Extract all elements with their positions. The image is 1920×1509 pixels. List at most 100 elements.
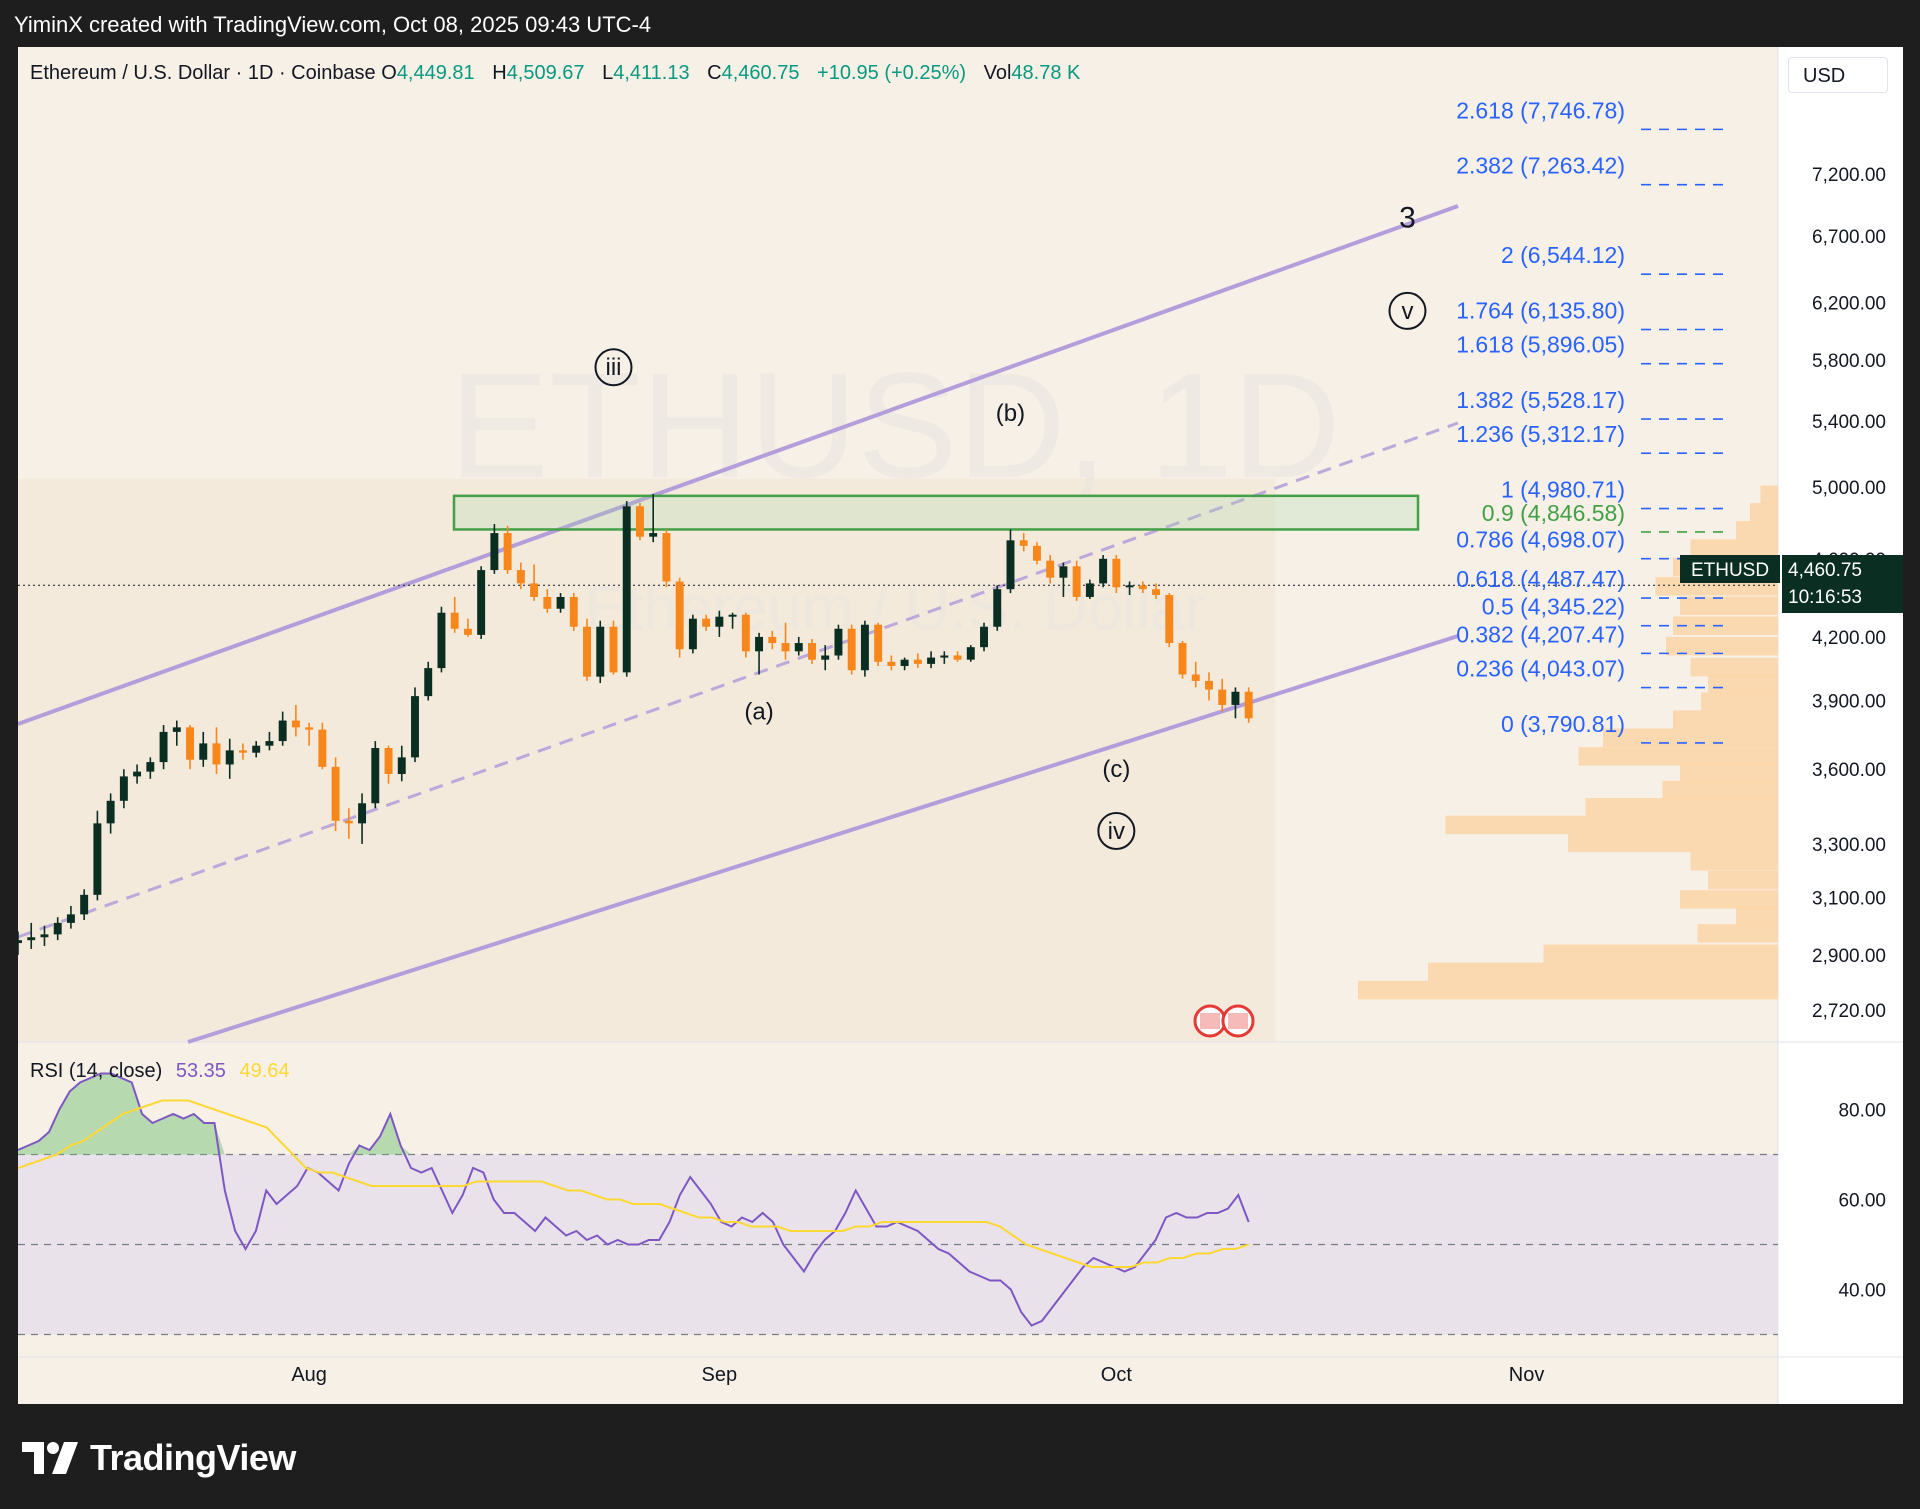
candle-body <box>463 628 472 635</box>
rsi-value: 53.35 <box>175 1060 226 1082</box>
candle-body <box>675 581 684 650</box>
time-axis-label: Sep <box>702 1364 738 1386</box>
axis-background <box>1778 47 1903 1404</box>
chart-frame[interactable]: 7,200.00 6,700.00 6,200.00 5,800.00 5,400.00… <box>18 47 1903 1404</box>
event-flags[interactable] <box>1193 1004 1255 1038</box>
volume-profile-bar <box>1697 924 1778 943</box>
wave-label: (c) <box>1102 756 1130 783</box>
candle-body <box>1152 589 1161 596</box>
symbol-title[interactable]: Ethereum / U.S. Dollar · 1D · Coinbase <box>30 62 376 84</box>
candle-body <box>40 934 49 938</box>
wave-label: (a) <box>744 699 773 726</box>
candle-body <box>1046 560 1055 578</box>
candle-body <box>874 624 883 662</box>
candle-body <box>503 533 512 571</box>
candle-body <box>741 614 750 652</box>
price-axis-label: 7,200.00 <box>1812 165 1886 186</box>
open-value: 4,449.81 <box>396 62 475 84</box>
volume-value: 48.78 K <box>1011 62 1081 84</box>
rsi-axis-label: 80.00 <box>1838 1101 1886 1122</box>
fib-extension[interactable]: 2.618 (7,746.78) 2.382 (7,263.42) 2 (6,544… <box>1456 97 1728 744</box>
candle-body <box>371 748 380 804</box>
volume-profile-bar <box>1603 728 1778 748</box>
price-axis-label: 5,000.00 <box>1812 478 1886 499</box>
fib-level-label: 2 (6,544.12) <box>1501 242 1625 268</box>
rsi-legend[interactable]: RSI (14, close) 53.35 49.64 <box>30 1060 290 1083</box>
candle-body <box>212 743 221 765</box>
price-axis-label: 4,200.00 <box>1812 628 1886 649</box>
candle-body <box>159 731 168 763</box>
candle-body <box>265 741 274 746</box>
rsi-pane[interactable]: 80.00 60.00 40.00 <box>18 1072 1886 1336</box>
volume-profile-bar <box>1680 763 1778 783</box>
resistance-zone <box>452 494 1420 531</box>
close-value: 4,460.75 <box>721 62 800 84</box>
price-badge: ETHUSD 4,460.75 10:16:53 <box>1680 555 1903 613</box>
time-axis[interactable]: Aug Sep Oct Nov <box>291 1364 1544 1386</box>
candle-body <box>318 729 327 767</box>
candle-body <box>490 533 499 571</box>
wave-label: iv <box>1108 818 1125 845</box>
fib-level-label: 1 (4,980.71) <box>1501 477 1625 503</box>
volume-profile-bar <box>1708 870 1778 890</box>
candle-body <box>516 570 525 584</box>
channel-upper-line <box>18 204 1459 726</box>
wave-labels[interactable]: iii (b) (a) (c) iv 3 v <box>594 201 1427 851</box>
open-label: O <box>381 62 397 84</box>
candle-body <box>1205 680 1213 690</box>
candle-body <box>702 618 711 627</box>
candle-body <box>609 626 618 673</box>
candles-layer <box>18 494 1253 955</box>
wave-label-circle <box>1097 812 1136 851</box>
rsi-line <box>18 1072 1250 1327</box>
volume-profile-bar <box>1750 503 1778 522</box>
candle-body <box>887 661 896 666</box>
candle-body <box>477 570 486 635</box>
candle-body <box>781 643 790 652</box>
candle-body <box>450 612 459 629</box>
volume-profile-bar <box>1736 521 1778 540</box>
volume-profile-bar <box>1673 616 1778 635</box>
wave-label-circle <box>594 348 633 387</box>
tradingview-wordmark: TradingView <box>90 1437 296 1478</box>
volume-profile-bar <box>1662 780 1778 800</box>
us-flag-icon-stripes <box>1200 1013 1220 1029</box>
volume-profile-bar <box>1578 747 1778 766</box>
volume-profile-bar <box>1690 852 1778 871</box>
symbol-legend[interactable]: Ethereum / U.S. Dollar · 1D · Coinbase O… <box>30 62 1092 85</box>
chart-svg[interactable]: 7,200.00 6,700.00 6,200.00 5,800.00 5,400.00… <box>18 47 1903 1404</box>
candle-body <box>1165 595 1174 644</box>
candle-body <box>119 776 128 801</box>
price-axis-label: 5,800.00 <box>1812 351 1886 372</box>
volume-profile-bar <box>1701 692 1778 711</box>
us-flag-icon[interactable] <box>1221 1004 1255 1038</box>
drawings-layer[interactable] <box>18 204 1778 1044</box>
candle-body <box>940 655 949 658</box>
us-flag-icon-stripes <box>1228 1013 1248 1029</box>
rsi-overbought-fill <box>18 1073 1249 1155</box>
volume-profile-bar <box>1760 485 1778 505</box>
candle-body <box>953 655 962 660</box>
candle-body <box>768 636 777 644</box>
fib-level-label: 0.9 (4,846.58) <box>1482 500 1625 526</box>
price-axis-label: 3,300.00 <box>1812 835 1886 856</box>
candle-body <box>847 628 856 671</box>
volume-profile-bar <box>1543 944 1778 964</box>
volume-profile-bar <box>1673 710 1778 729</box>
volume-profile-bar <box>1568 833 1778 853</box>
candle-body <box>93 823 102 895</box>
price-badge-symbol-bg <box>1680 555 1780 583</box>
tradingview-logo[interactable]: TradingView <box>20 1433 296 1483</box>
currency-button[interactable]: USD <box>1788 57 1888 93</box>
candle-body <box>291 720 300 728</box>
candle-body <box>927 657 936 664</box>
volume-profile-bar <box>1585 798 1778 817</box>
candle-body <box>1072 566 1081 597</box>
rsi-title[interactable]: RSI (14, close) <box>30 1060 163 1082</box>
candle-body <box>688 618 697 650</box>
candle-body <box>80 894 89 915</box>
fib-level-label: 0.618 (4,487.47) <box>1456 566 1625 592</box>
volume-profile-bar <box>1708 675 1778 694</box>
candle-body <box>900 659 909 666</box>
candle-body <box>794 643 803 652</box>
